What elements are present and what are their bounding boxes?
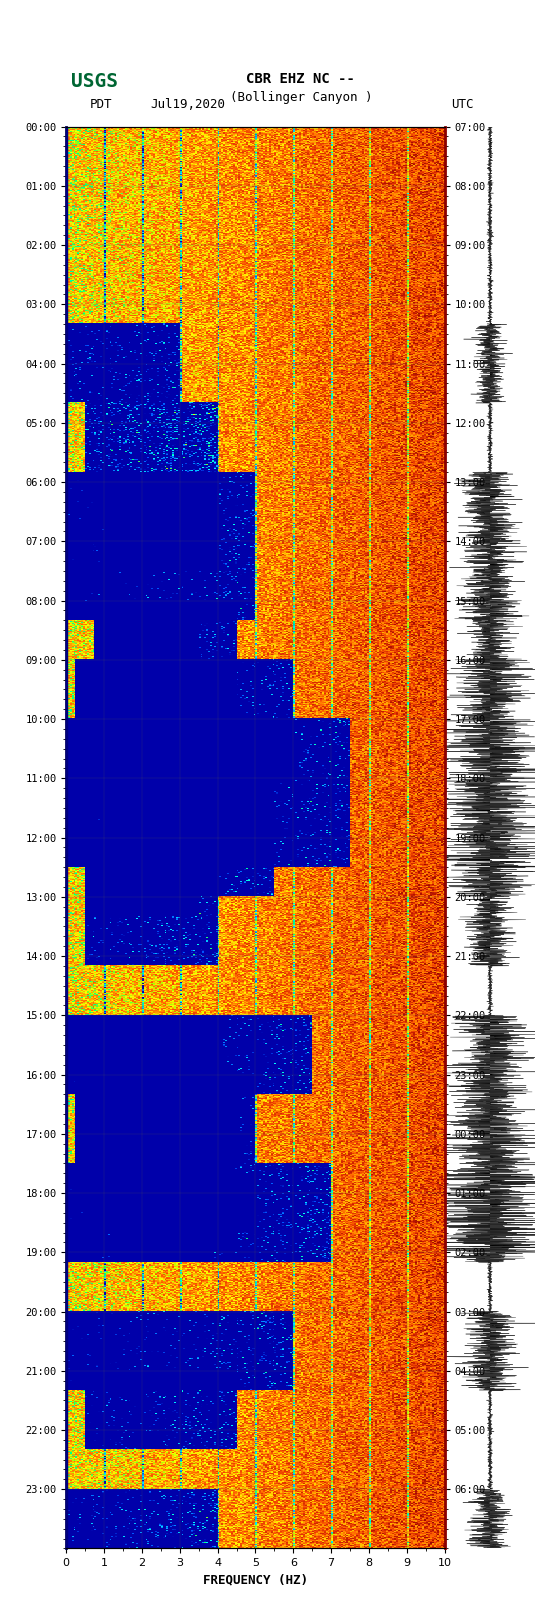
Text: Jul19,2020: Jul19,2020 — [151, 98, 226, 111]
Text: CBR EHZ NC --: CBR EHZ NC -- — [246, 71, 355, 85]
Text: PDT: PDT — [89, 98, 112, 111]
Text: UTC: UTC — [451, 98, 474, 111]
Text: (Bollinger Canyon ): (Bollinger Canyon ) — [230, 90, 372, 103]
X-axis label: FREQUENCY (HZ): FREQUENCY (HZ) — [203, 1574, 308, 1587]
Text: USGS: USGS — [71, 71, 118, 90]
